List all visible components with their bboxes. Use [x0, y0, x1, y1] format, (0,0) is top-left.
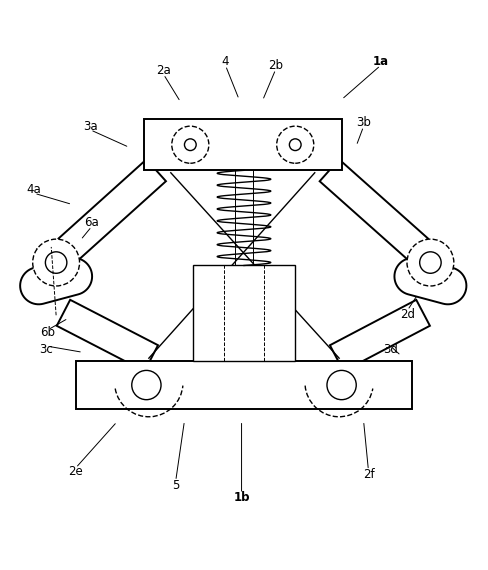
Circle shape: [45, 252, 67, 273]
Circle shape: [407, 239, 454, 286]
Polygon shape: [394, 258, 467, 304]
Text: 2e: 2e: [68, 465, 83, 478]
Circle shape: [184, 139, 196, 150]
Bar: [144, 119, 342, 170]
Text: 3c: 3c: [40, 343, 53, 356]
Text: 2f: 2f: [363, 468, 374, 481]
Polygon shape: [57, 300, 158, 371]
Polygon shape: [320, 160, 428, 260]
Polygon shape: [20, 258, 92, 304]
Text: 2b: 2b: [268, 59, 283, 72]
Text: 2d: 2d: [400, 308, 415, 321]
Text: 1b: 1b: [233, 491, 250, 504]
Text: 1a: 1a: [372, 55, 389, 68]
Text: 3a: 3a: [83, 120, 98, 133]
Circle shape: [132, 370, 161, 400]
Text: 2c: 2c: [35, 247, 48, 260]
Bar: [76, 361, 412, 409]
Circle shape: [289, 139, 301, 150]
Polygon shape: [330, 300, 430, 371]
Text: 6b: 6b: [41, 326, 55, 339]
Text: 3d: 3d: [383, 343, 398, 356]
Text: 5: 5: [172, 479, 180, 491]
Text: 4: 4: [222, 55, 229, 68]
Bar: [193, 266, 295, 361]
Circle shape: [327, 370, 356, 400]
Circle shape: [172, 126, 209, 163]
Text: 4a: 4a: [27, 184, 41, 196]
Text: 2a: 2a: [156, 64, 171, 77]
Polygon shape: [59, 160, 166, 260]
Circle shape: [420, 252, 441, 273]
Text: 6a: 6a: [84, 216, 99, 229]
Text: 3b: 3b: [356, 116, 371, 129]
Circle shape: [33, 239, 80, 286]
Circle shape: [277, 126, 314, 163]
Text: 6: 6: [49, 278, 57, 291]
